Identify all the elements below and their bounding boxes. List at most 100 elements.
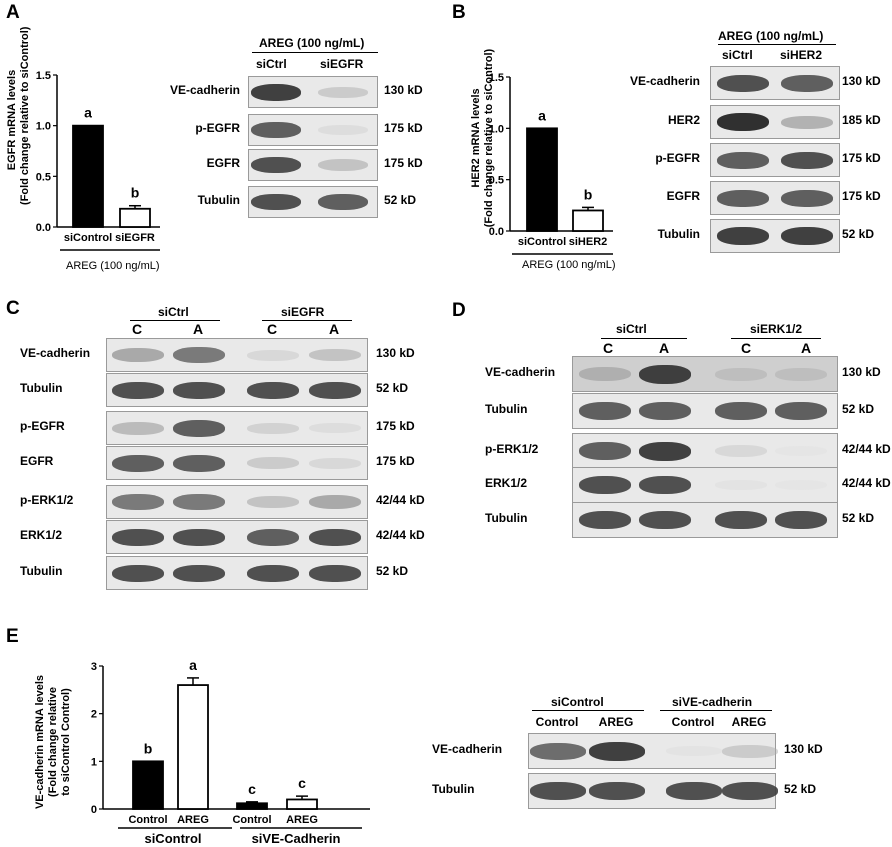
blot-a-band xyxy=(251,122,301,138)
blot-c-row-label: ERK1/2 xyxy=(20,528,63,542)
chart-e-category-label: Control xyxy=(128,814,167,826)
blot-d-band xyxy=(639,402,691,420)
blot-c-row-label: EGFR xyxy=(20,454,54,468)
blot-b-group-2: siHER2 xyxy=(780,48,823,62)
panel-label-d: D xyxy=(452,300,466,321)
blot-b-band xyxy=(717,151,769,169)
blot-a-strip xyxy=(248,186,378,218)
blot-d-row-label: VE-cadherin xyxy=(485,365,556,379)
blot-a-header-line xyxy=(252,52,378,53)
blot-a-header: AREG (100 ng/mL) xyxy=(259,36,365,50)
chart-b-bar xyxy=(572,209,604,232)
blot-e-band xyxy=(666,782,722,800)
blot-c-lane-label: A xyxy=(192,321,204,337)
blot-b-band xyxy=(781,227,833,245)
blot-d-strip xyxy=(572,356,838,392)
blot-a-band xyxy=(251,83,301,101)
blot-b-strip xyxy=(710,66,840,100)
chart-a-ytick-label: 0.5 xyxy=(36,171,51,183)
blot-d-row-label: ERK1/2 xyxy=(485,476,528,490)
blot-e-band xyxy=(666,746,722,756)
blot-c-kd-label: 52 kD xyxy=(376,564,409,578)
blot-c-band xyxy=(309,423,361,433)
blot-c-strip xyxy=(106,520,368,554)
chart-a-ytick-label: 0.0 xyxy=(36,222,51,234)
blot-c-band xyxy=(247,381,299,399)
blot-c-band xyxy=(112,494,164,510)
blot-c-band xyxy=(173,381,225,399)
chart-b-ytick-label: 0.0 xyxy=(489,226,504,238)
blot-d-band xyxy=(639,364,691,384)
blot-b-kd-label: 52 kD xyxy=(842,227,875,241)
blot-c-band xyxy=(112,454,164,472)
chart-a-ylabel-line1: EGFR mRNA levels xyxy=(6,69,18,171)
blot-c-band xyxy=(112,528,164,546)
chart-e-sig-letter: b xyxy=(144,740,153,756)
blot-b-band xyxy=(717,189,769,207)
blot-c-row-label: VE-cadherin xyxy=(20,346,91,360)
blot-d-strip xyxy=(572,502,838,538)
blot-c-group-1-line xyxy=(130,320,220,321)
blot-c-row-label: p-ERK1/2 xyxy=(20,493,74,507)
blot-e-group-2-line xyxy=(660,710,772,711)
blot-e-row-label: VE-cadherin xyxy=(432,742,503,756)
blot-e-group-2: siVE-cadherin xyxy=(672,695,753,709)
blot-d-group-2-line xyxy=(731,338,821,339)
blot-a-band xyxy=(251,157,301,173)
blot-a-band xyxy=(318,86,368,98)
blot-b-band xyxy=(781,151,833,169)
blot-c-band xyxy=(247,349,299,361)
blot-c-band xyxy=(309,495,361,509)
blot-c-row-label: Tubulin xyxy=(20,564,63,578)
blot-c-band xyxy=(112,421,164,435)
blot-c-band xyxy=(173,494,225,510)
blot-c-lane-label: C xyxy=(131,321,143,337)
blot-b-strip xyxy=(710,219,840,253)
blot-a-strip xyxy=(248,149,378,181)
blot-d-band xyxy=(639,476,691,494)
chart-b-ylabel: HER2 mRNA levels (Fold change relative t… xyxy=(470,38,496,238)
chart-e-bar xyxy=(286,798,318,810)
chart-b-ytick-label: 0.5 xyxy=(489,175,504,187)
chart-b-category-label: siControl xyxy=(518,236,566,248)
blot-d-group-2: siERK1/2 xyxy=(750,322,803,336)
blot-b-group-1: siCtrl xyxy=(722,48,753,62)
blot-d-kd-label: 130 kD xyxy=(842,365,881,379)
blot-e-band xyxy=(589,741,645,761)
blot-e-kd-label: 52 kD xyxy=(784,782,817,796)
blot-d-band xyxy=(775,511,827,529)
chart-e-sig-letter: c xyxy=(248,781,256,797)
blot-d-group-1: siCtrl xyxy=(616,322,647,336)
blot-d-band xyxy=(639,441,691,461)
blot-b-band xyxy=(717,227,769,245)
blot-c-kd-label: 42/44 kD xyxy=(376,528,425,542)
blot-c-band xyxy=(309,564,361,582)
chart-e-category-label: Control xyxy=(232,814,271,826)
blot-c-band xyxy=(173,419,225,437)
blot-d-band xyxy=(639,511,691,529)
panel-label-a: A xyxy=(6,2,20,23)
blot-b-strip xyxy=(710,105,840,139)
blot-d-strip xyxy=(572,467,838,503)
blot-a-kd-label: 52 kD xyxy=(384,193,417,207)
chart-e-category-label: AREG xyxy=(286,814,318,826)
blot-e-band xyxy=(530,742,586,760)
blot-d-band xyxy=(579,367,631,381)
blot-d-band xyxy=(715,445,767,457)
blot-b-kd-label: 130 kD xyxy=(842,74,881,88)
blot-c-kd-label: 42/44 kD xyxy=(376,493,425,507)
blot-a-band xyxy=(251,194,301,210)
blot-c-band xyxy=(247,422,299,434)
chart-e-group-2-label: siVE-Cadherin xyxy=(252,831,341,846)
chart-b-ytick-label: 1.5 xyxy=(489,72,504,84)
blot-a-strip xyxy=(248,114,378,146)
chart-e: 0 1 2 3 b Control a AREG c Control c AREG siControl s… xyxy=(91,657,370,846)
blot-c-strip xyxy=(106,485,368,519)
blot-b-header: AREG (100 ng/mL) xyxy=(718,29,824,43)
chart-a-bar xyxy=(119,207,151,228)
chart-b-bar xyxy=(526,127,558,232)
chart-e-ylabel: VE-cadherin mRNA levels (Fold change rel… xyxy=(34,652,73,832)
chart-e-ylabel-line3: to siControl Control) xyxy=(60,688,72,796)
blot-c-lane-label: C xyxy=(266,321,278,337)
blot-c-group-2: siEGFR xyxy=(281,305,325,319)
